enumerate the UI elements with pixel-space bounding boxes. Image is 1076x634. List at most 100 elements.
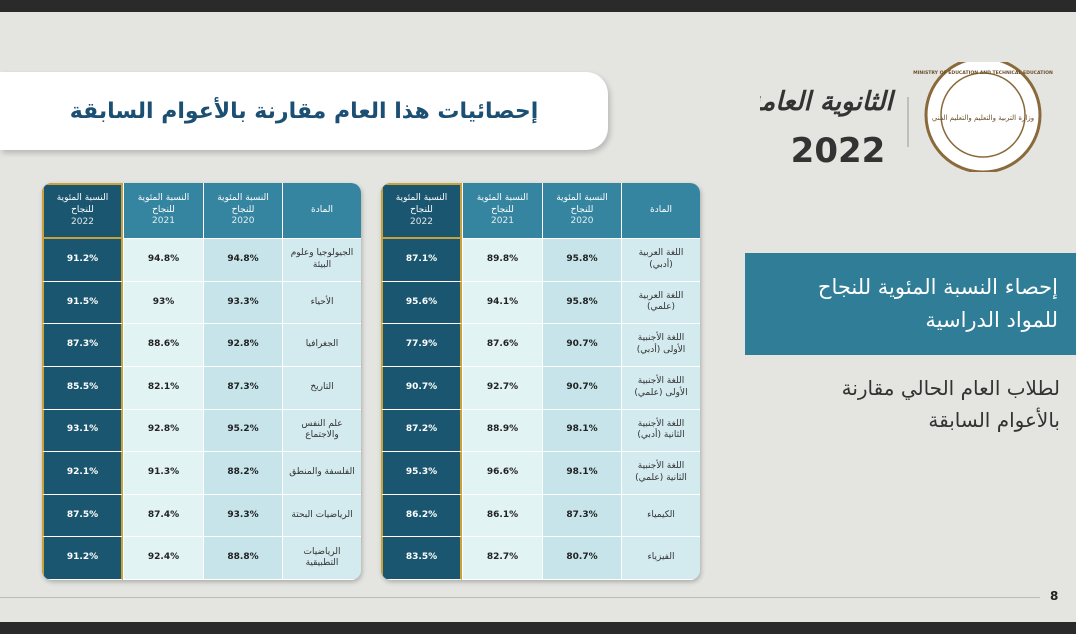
percent-cell: 96.6% xyxy=(462,452,542,495)
column-header: النسبة المئوية للنجاح 2022 xyxy=(381,183,462,239)
percent-cell: 88.9% xyxy=(462,409,542,453)
header-year: 2021 xyxy=(491,216,514,227)
percent-cell: 92.1% xyxy=(42,452,123,495)
column-header: النسبة المئوية للنجاح 2022 xyxy=(42,183,123,239)
subject-cell: الرياضيات البحتة xyxy=(282,494,361,538)
subject-cell: الجيولوجيا وعلوم البيئة xyxy=(282,239,361,282)
emblem-ring xyxy=(940,72,1026,158)
logo-text: الثانوية العامة xyxy=(760,87,896,117)
percent-cell: 94.8% xyxy=(123,239,203,282)
column-header: المادة xyxy=(621,183,700,239)
percent-cell: 87.3% xyxy=(42,324,123,367)
frame-bottom xyxy=(0,622,1076,634)
footer-line xyxy=(0,597,1040,598)
header-year: 2022 xyxy=(71,216,94,227)
percent-cell: 92.4% xyxy=(123,537,203,580)
data-table: المادة النسبة المئوية للنجاح 2020 النسبة ال… xyxy=(42,183,361,580)
header-label: النسبة المئوية للنجاح xyxy=(395,193,448,216)
subject-cell: اللغة العربية (أدبي) xyxy=(621,239,700,282)
percent-cell: 91.3% xyxy=(123,452,203,495)
column-header: النسبة المئوية للنجاح 2021 xyxy=(123,183,203,239)
panel-title: إحصاء النسبة المئوية للنجاح للمواد الدرا… xyxy=(745,253,1076,355)
percent-cell: 95.8% xyxy=(542,239,621,282)
percent-cell: 86.2% xyxy=(381,494,462,538)
percent-cell: 98.1% xyxy=(542,452,621,495)
frame-top xyxy=(0,0,1076,12)
percent-cell: 95.3% xyxy=(381,452,462,495)
percent-cell: 90.7% xyxy=(542,366,621,410)
subject-cell: الفلسفة والمنطق xyxy=(282,452,361,495)
percent-cell: 88.6% xyxy=(123,324,203,367)
percent-cell: 87.3% xyxy=(203,366,282,410)
percent-cell: 87.5% xyxy=(42,494,123,538)
percent-cell: 93.1% xyxy=(42,409,123,453)
header-label: المادة xyxy=(311,204,333,215)
percent-cell: 87.3% xyxy=(542,494,621,538)
percent-cell: 87.4% xyxy=(123,494,203,538)
header-label: النسبة المئوية للنجاح xyxy=(56,193,109,216)
percent-cell: 94.1% xyxy=(462,281,542,325)
percent-cell: 93% xyxy=(123,281,203,325)
percent-cell: 82.7% xyxy=(462,537,542,580)
header-label: النسبة المئوية للنجاح xyxy=(217,192,269,215)
subject-cell: اللغة العربية (علمي) xyxy=(621,281,700,325)
percent-cell: 91.2% xyxy=(42,239,123,282)
page-number: 8 xyxy=(1050,589,1059,603)
header-label: النسبة المئوية للنجاح xyxy=(137,192,190,215)
percent-cell: 92.7% xyxy=(462,366,542,410)
subject-cell: الرياضيات التطبيقية xyxy=(282,537,361,580)
header-year: 2020 xyxy=(231,216,255,227)
subject-cell: اللغة الأجنبية الأولى (أدبي) xyxy=(621,324,700,367)
percent-cell: 92.8% xyxy=(123,409,203,453)
percent-cell: 82.1% xyxy=(123,366,203,410)
percent-cell: 95.6% xyxy=(381,281,462,325)
percent-cell: 95.8% xyxy=(542,281,621,325)
percent-cell: 77.9% xyxy=(381,324,462,367)
percent-cell: 94.8% xyxy=(203,239,282,282)
ministry-ar: وزارة التربية والتعليم والتعليم الفني xyxy=(932,114,1034,122)
percent-cell: 87.1% xyxy=(381,239,462,282)
logo: الثانوية العامة 2022 MINISTRY OF EDUCATI… xyxy=(760,62,1053,172)
percent-cell: 87.2% xyxy=(381,409,462,453)
percent-cell: 90.7% xyxy=(381,366,462,410)
percent-cell: 91.2% xyxy=(42,537,123,580)
header-year: 2021 xyxy=(152,216,175,227)
percent-cell: 95.2% xyxy=(203,409,282,453)
subject-cell: اللغة الأجنبية الأولى (علمي) xyxy=(621,366,700,410)
header-label: المادة xyxy=(650,204,672,215)
column-header: المادة xyxy=(282,183,361,239)
percent-cell: 86.1% xyxy=(462,494,542,538)
percent-cell: 88.2% xyxy=(203,452,282,495)
panel-subtitle: لطلاب العام الحالي مقارنة بالأعوام الساب… xyxy=(841,376,1060,432)
ministry-en: MINISTRY OF EDUCATION AND TECHNICAL EDUC… xyxy=(913,70,1053,76)
percent-cell: 91.5% xyxy=(42,281,123,325)
column-header: النسبة المئوية للنجاح 2020 xyxy=(203,183,282,239)
percent-cell: 88.8% xyxy=(203,537,282,580)
percent-cell: 98.1% xyxy=(542,409,621,453)
data-table: المادة النسبة المئوية للنجاح 2020 النسبة ال… xyxy=(381,183,700,580)
header-label: النسبة المئوية للنجاح xyxy=(476,192,529,215)
subject-cell: اللغة الأجنبية الثانية (أدبي) xyxy=(621,409,700,453)
percent-cell: 80.7% xyxy=(542,537,621,580)
subject-cell: علم النفس والاجتماع xyxy=(282,409,361,453)
subject-cell: التاريخ xyxy=(282,366,361,410)
logo-year: 2022 xyxy=(791,131,886,171)
percent-cell: 89.8% xyxy=(462,239,542,282)
subject-cell: الأحياء xyxy=(282,281,361,325)
percent-cell: 87.6% xyxy=(462,324,542,367)
percent-cell: 93.3% xyxy=(203,281,282,325)
subject-cell: الكيمياء xyxy=(621,494,700,538)
percent-cell: 83.5% xyxy=(381,537,462,580)
header-year: 2022 xyxy=(410,216,433,227)
percent-cell: 93.3% xyxy=(203,494,282,538)
emblem xyxy=(924,62,1042,172)
header-label: النسبة المئوية للنجاح xyxy=(556,192,608,215)
subject-cell: الفيزياء xyxy=(621,537,700,580)
slide-title: إحصائيات هذا العام مقارنة بالأعوام الساب… xyxy=(0,72,608,150)
percent-cell: 90.7% xyxy=(542,324,621,367)
column-header: النسبة المئوية للنجاح 2020 xyxy=(542,183,621,239)
percent-cell: 85.5% xyxy=(42,366,123,410)
header-year: 2020 xyxy=(570,216,594,227)
subject-cell: اللغة الأجنبية الثانية (علمي) xyxy=(621,452,700,495)
